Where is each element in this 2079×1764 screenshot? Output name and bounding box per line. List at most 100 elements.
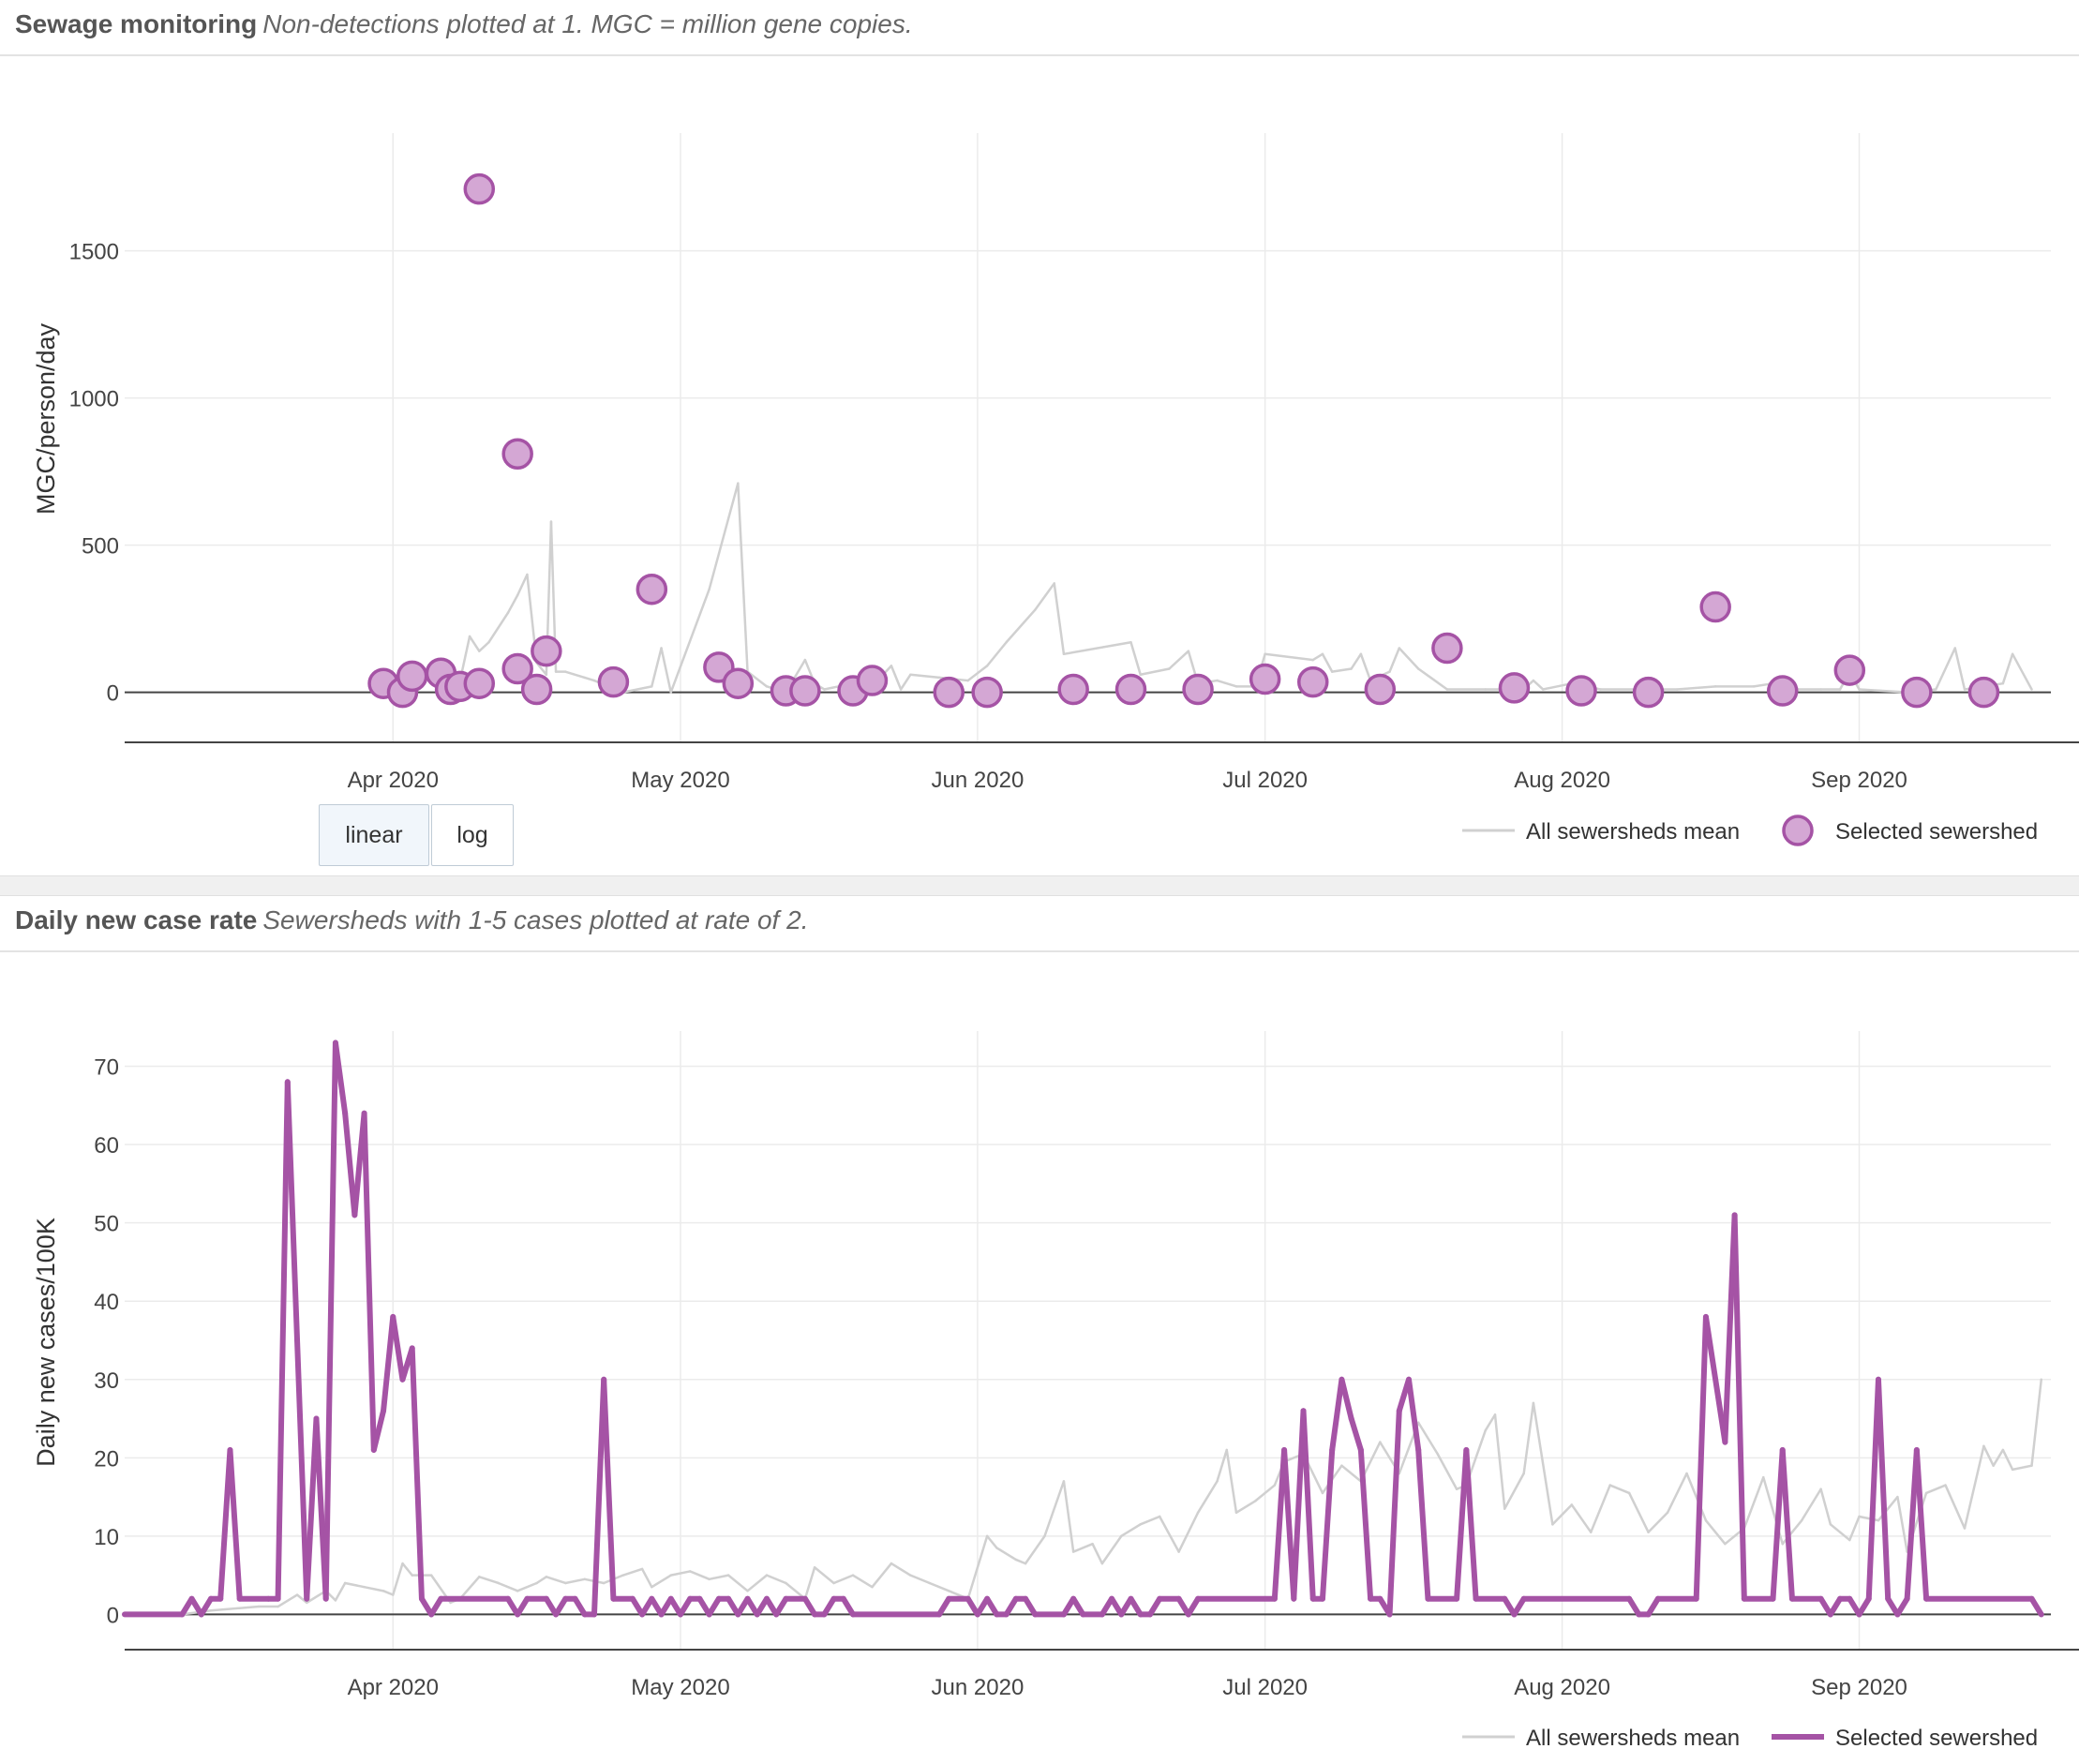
selected-line-segment xyxy=(409,1345,425,1602)
selected-line-segment xyxy=(1770,1446,1786,1602)
mean-line-segment xyxy=(1570,1503,1593,1533)
x-tick-label: May 2020 xyxy=(631,1675,729,1700)
mean-line-segment xyxy=(1704,1518,1727,1546)
mean-line-segment xyxy=(1590,1484,1611,1533)
mean-line-segment xyxy=(1311,652,1324,662)
x-tick-label: Jun 2020 xyxy=(932,768,1025,793)
mean-line-segment xyxy=(487,611,510,644)
mean-line-segment xyxy=(708,1574,730,1581)
mean-line-segment xyxy=(363,1585,385,1592)
mean-line-segment xyxy=(966,1534,989,1600)
selected-line-segment xyxy=(1406,1376,1422,1453)
case-rate-chart: 0 10 20 30 40 50 60 70 Apr 2020 May 2020 Jun 2020 J… xyxy=(32,1031,2079,1751)
mean-line-segment xyxy=(564,670,586,680)
selected-line-segment xyxy=(217,1446,233,1602)
selected-line-segment xyxy=(1023,1595,1039,1618)
selected-line-segment xyxy=(428,1595,444,1618)
mean-line-segment xyxy=(1416,667,1449,691)
mean-line-segment xyxy=(478,1576,500,1585)
mean-line-segment xyxy=(2001,1448,2014,1472)
mean-line-segment xyxy=(497,1581,519,1592)
mean-line-segment xyxy=(1340,1464,1363,1483)
selected-line-segment xyxy=(1415,1446,1431,1602)
mean-line-segment xyxy=(1493,1413,1506,1510)
selected-point xyxy=(722,667,755,699)
mean-line-segment xyxy=(746,670,769,688)
selected-line-segment xyxy=(984,1595,1000,1618)
selected-line-segment xyxy=(1894,1595,1910,1618)
mean-line-segment xyxy=(1120,1523,1142,1538)
mean-line-segment xyxy=(871,1562,893,1589)
mean-line-segment xyxy=(813,1566,835,1585)
selected-line-segment xyxy=(304,1415,320,1602)
selected-line-segment xyxy=(342,1110,358,1218)
selected-line-segment xyxy=(1185,1595,1202,1618)
y-tick-label: 0 xyxy=(107,1603,119,1628)
sewage-panel-title: Sewage monitoring xyxy=(15,9,258,38)
y-tick-label: 0 xyxy=(107,681,119,707)
selected-line-segment xyxy=(1300,1408,1316,1602)
selected-line-segment xyxy=(1271,1446,1288,1602)
mean-line-segment xyxy=(1139,1515,1161,1526)
mean-line-segment xyxy=(1953,647,1967,691)
mean-line-segment xyxy=(928,1581,950,1592)
selected-line-segment xyxy=(1702,1313,1728,1445)
selected-line-segment xyxy=(1626,1595,1642,1618)
mean-line-segment xyxy=(995,1547,1018,1562)
mean-line-segment xyxy=(1043,1480,1066,1538)
mean-line-segment xyxy=(1234,1500,1257,1515)
selected-point xyxy=(1766,675,1799,707)
x-tick-label: Aug 2020 xyxy=(1514,768,1610,793)
selected-line-segment xyxy=(1291,1408,1307,1602)
sewage-chart: 0 500 1000 1500 Apr 2020 May 2020 Jun 2020 Jul … xyxy=(32,133,2079,846)
y-tick-label: 1000 xyxy=(69,387,119,412)
selected-line-segment xyxy=(1386,1408,1402,1618)
selected-line-segment xyxy=(1693,1313,1709,1602)
mean-line-segment xyxy=(1330,667,1353,673)
mean-line-segment xyxy=(1848,1515,1861,1542)
cases-panel-header: Daily new case rate Sewersheds with 1-5 c… xyxy=(0,896,2079,952)
selected-point xyxy=(1249,663,1281,695)
mean-line-segment xyxy=(1350,652,1363,670)
selected-line-segment xyxy=(322,1039,338,1602)
mean-line-segment xyxy=(1129,640,1142,677)
mean-line-segment xyxy=(985,1534,998,1549)
mean-line-segment xyxy=(1532,1401,1554,1526)
selected-line-segment xyxy=(1856,1595,1872,1618)
selected-point xyxy=(856,665,889,696)
selected-line-segment xyxy=(1146,1595,1163,1618)
mean-line-segment xyxy=(1992,1448,2005,1467)
x-tick-label: Jul 2020 xyxy=(1222,1675,1308,1700)
mean-line-segment xyxy=(1168,650,1190,670)
log-scale-button[interactable]: log xyxy=(431,804,514,866)
selected-line-segment xyxy=(1511,1595,1527,1618)
mean-line-segment xyxy=(1177,1511,1200,1553)
mean-line-segment xyxy=(1541,681,1574,691)
mean-line-segment xyxy=(909,673,941,680)
selected-point xyxy=(1114,673,1147,706)
mean-line-segment xyxy=(1819,1487,1832,1526)
mean-line-segment xyxy=(669,1570,692,1577)
selected-line-segment xyxy=(840,1595,857,1618)
mean-line-segment xyxy=(966,665,989,682)
mean-line-segment xyxy=(1924,1484,1947,1495)
mean-line-segment xyxy=(1676,685,1717,691)
mean-line-segment xyxy=(1982,1444,1995,1467)
selected-line-segment xyxy=(1070,1595,1086,1618)
selected-line-segment xyxy=(198,1595,215,1618)
selected-line-segment xyxy=(381,1313,396,1414)
selected-line-segment xyxy=(1463,1446,1479,1602)
mean-line-segment xyxy=(765,1574,787,1585)
mean-line-segment xyxy=(277,1593,299,1608)
mean-line-segment xyxy=(1522,1401,1535,1475)
selected-line-segment xyxy=(553,1595,569,1618)
mean-line-segment xyxy=(621,1567,644,1577)
selected-point xyxy=(1364,673,1397,706)
mean-line-segment xyxy=(660,647,673,694)
selected-line-segment xyxy=(821,1595,837,1618)
mean-line-segment xyxy=(726,1574,749,1592)
legend-selected-label: Selected sewershed xyxy=(1835,819,2038,845)
linear-scale-button[interactable]: linear xyxy=(319,804,429,866)
y-tick-label: 20 xyxy=(94,1446,119,1472)
mean-line-segment xyxy=(381,1590,395,1596)
